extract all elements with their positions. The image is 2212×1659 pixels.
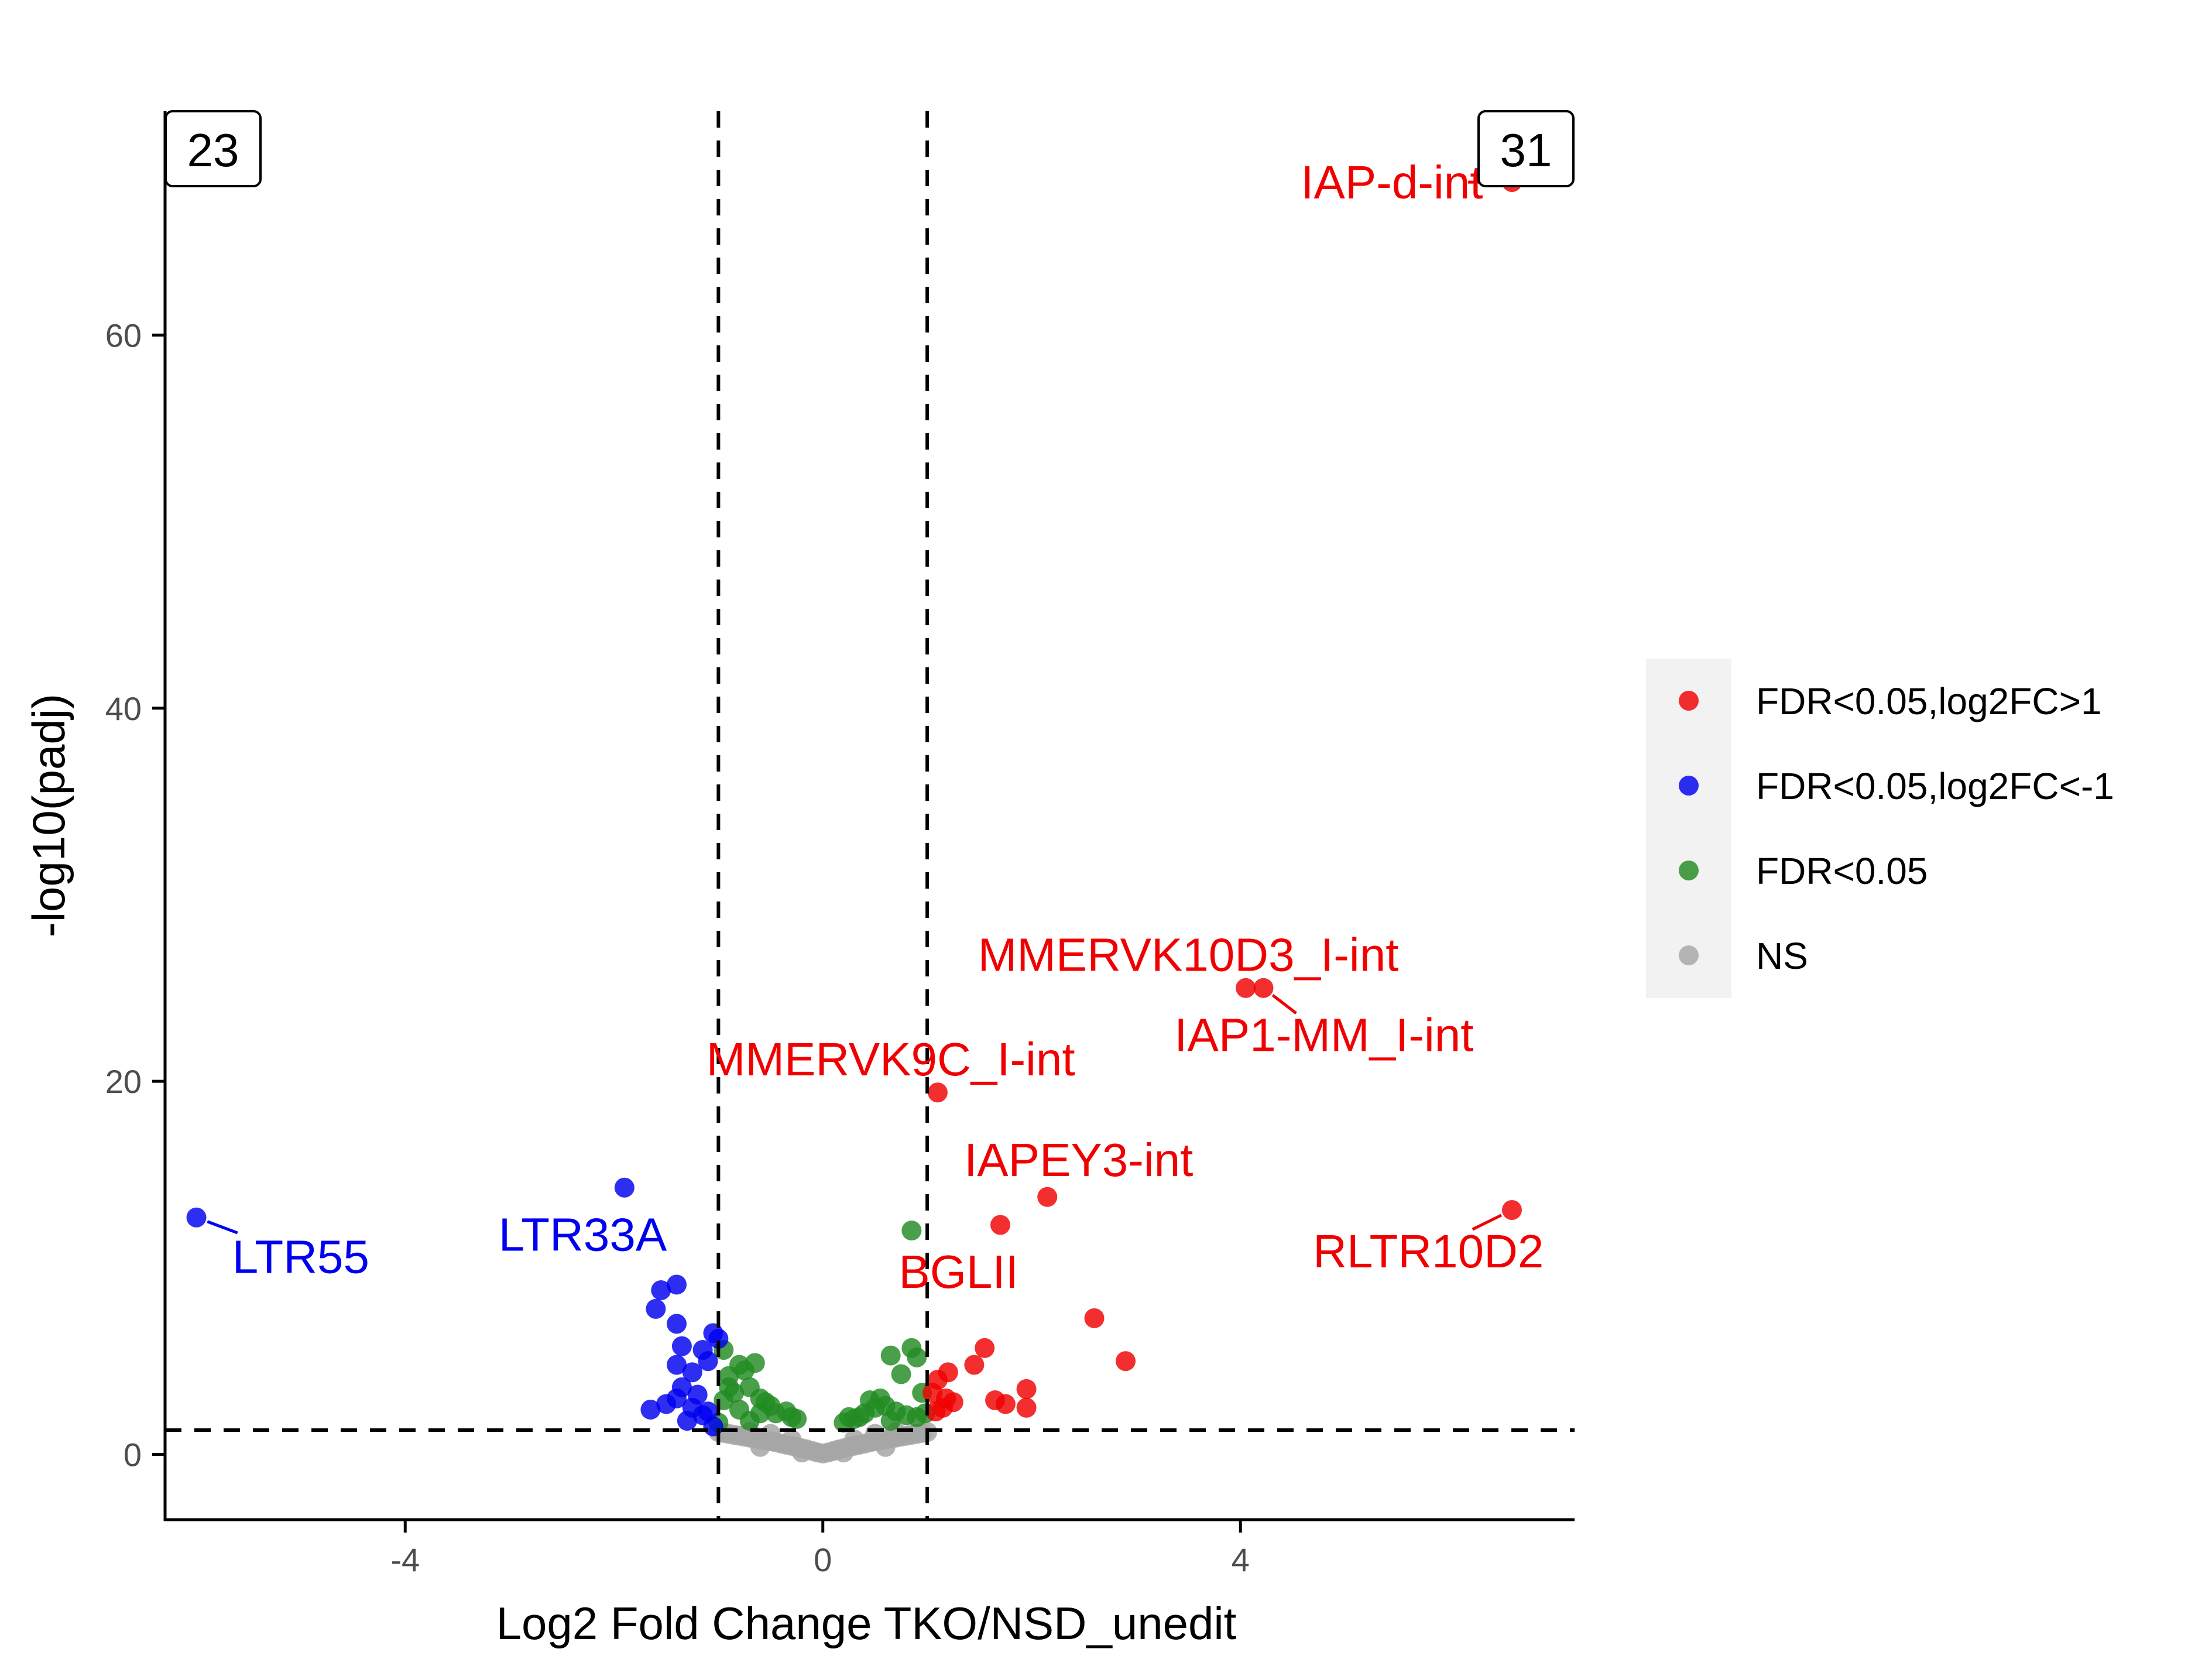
point-label-1: MMERVK10D3_I-int <box>978 928 1399 981</box>
x-tick-label-1: 0 <box>814 1541 832 1578</box>
x-tick-label-0: -4 <box>390 1541 420 1578</box>
point-label-2: IAP1-MM_I-int <box>1174 1009 1473 1061</box>
point-sig-20 <box>739 1411 760 1431</box>
point-label-7: LTR55 <box>232 1231 369 1283</box>
point-ns-50 <box>834 1442 854 1463</box>
label-connector-2 <box>1271 993 1297 1014</box>
x-axis-title: Log2 Fold Change TKO/NSD_unedit <box>496 1598 1237 1649</box>
point-sig-38 <box>834 1413 854 1433</box>
point-sig-0 <box>901 1221 922 1241</box>
point-sig-15 <box>787 1408 807 1429</box>
legend-label-up: FDR<0.05,log2FC>1 <box>1756 680 2102 722</box>
point-sig-21 <box>880 1345 901 1366</box>
point-sig-39 <box>880 1411 901 1431</box>
point-down-20 <box>656 1394 677 1414</box>
y-tick-label-0: 0 <box>124 1436 142 1473</box>
point-down-22 <box>708 1328 729 1349</box>
point-up-18 <box>1016 1379 1037 1399</box>
point-down-9 <box>698 1351 718 1372</box>
point-down-5 <box>667 1314 687 1334</box>
x-tick-label-2: 4 <box>1232 1541 1250 1578</box>
point-down-3 <box>651 1280 671 1301</box>
point-up-3 <box>1501 1199 1522 1220</box>
point-label-6: RLTR10D2 <box>1313 1225 1544 1277</box>
point-up-0 <box>927 1082 948 1103</box>
y-tick-label-1: 20 <box>105 1063 142 1100</box>
point-down-16 <box>677 1411 697 1431</box>
count-down: 23 <box>187 124 239 176</box>
point-down-10 <box>667 1355 687 1375</box>
point-up-5 <box>1253 978 1274 998</box>
point-up-4 <box>1236 978 1256 998</box>
legend-swatch-sig <box>1679 861 1699 880</box>
legend-swatch-down <box>1679 776 1699 796</box>
point-up-10 <box>964 1355 985 1375</box>
point-down-1 <box>614 1177 635 1198</box>
point-labels: IAP-d-int MMERVK10D3_I-int IAP1-MM_I-int MM… <box>207 156 1544 1298</box>
point-up-7 <box>1084 1308 1105 1328</box>
point-up-1 <box>1037 1187 1058 1207</box>
point-ns-48 <box>875 1437 896 1457</box>
y-tick-label-2: 40 <box>105 690 142 727</box>
legend-key-background <box>1646 659 1731 998</box>
point-up-17 <box>995 1394 1016 1414</box>
legend-label-ns: NS <box>1756 935 1808 977</box>
point-down-19 <box>698 1401 718 1422</box>
legend: FDR<0.05,log2FC>1 FDR<0.05,log2FC<-1 FDR<0… <box>1646 659 2114 998</box>
point-sig-24 <box>891 1364 911 1384</box>
label-connector-6 <box>1472 1214 1503 1231</box>
point-ns-49 <box>792 1442 812 1463</box>
point-up-9 <box>975 1338 995 1358</box>
threshold-lines <box>165 111 1575 1520</box>
point-up-19 <box>1016 1397 1037 1418</box>
point-down-2 <box>667 1274 687 1295</box>
point-down-14 <box>640 1399 661 1420</box>
point-label-5: BGLII <box>898 1246 1018 1298</box>
point-label-4: IAPEY3-int <box>964 1134 1193 1186</box>
point-down-4 <box>646 1298 666 1319</box>
point-label-3: MMERVK9C_I-int <box>707 1033 1075 1085</box>
point-down-21 <box>687 1384 708 1405</box>
label-connector-7 <box>207 1220 238 1235</box>
point-label-8: LTR33A <box>499 1208 667 1260</box>
point-ns-47 <box>750 1437 770 1457</box>
y-axis-title: -log10(padj) <box>23 694 74 937</box>
count-up: 31 <box>1500 124 1552 176</box>
count-box-up: 31 <box>1477 110 1575 187</box>
data-points <box>186 172 1522 1463</box>
legend-swatch-ns <box>1679 945 1699 965</box>
point-up-8 <box>1116 1351 1136 1372</box>
point-down-0 <box>186 1207 207 1228</box>
point-down-11 <box>682 1362 702 1383</box>
legend-swatch-up <box>1679 691 1699 711</box>
point-sig-5 <box>745 1353 765 1373</box>
legend-label-sig: FDR<0.05 <box>1756 850 1928 892</box>
count-box-down: 23 <box>164 110 262 187</box>
point-up-2 <box>990 1215 1010 1235</box>
y-tick-label-3: 60 <box>105 317 142 354</box>
point-sig-23 <box>907 1347 927 1367</box>
legend-label-down: FDR<0.05,log2FC<-1 <box>1756 765 2114 807</box>
point-up-21 <box>936 1388 956 1408</box>
point-down-7 <box>671 1336 692 1356</box>
point-label-0: IAP-d-int <box>1301 156 1483 208</box>
